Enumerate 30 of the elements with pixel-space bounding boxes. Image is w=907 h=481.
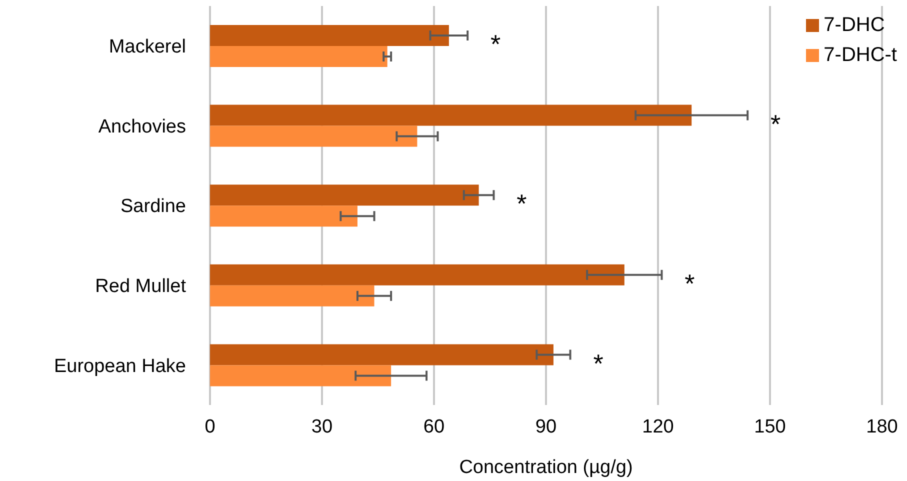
legend-label: 7-DHC-t bbox=[824, 43, 897, 68]
annotation: * bbox=[770, 108, 781, 139]
y-tick-label: European Hake bbox=[54, 356, 186, 377]
bar bbox=[210, 46, 388, 67]
bar bbox=[210, 126, 418, 147]
x-tick-label: 60 bbox=[423, 416, 445, 438]
bar bbox=[210, 184, 479, 206]
bar bbox=[210, 264, 624, 286]
annotation: * bbox=[684, 268, 695, 299]
y-tick-label: Red Mullet bbox=[95, 276, 187, 298]
x-tick-label: 180 bbox=[866, 416, 898, 438]
x-tick-label: 0 bbox=[204, 416, 216, 438]
annotation: * bbox=[516, 188, 527, 219]
x-axis-title: Concentration (µg/g) bbox=[459, 457, 633, 478]
bar bbox=[210, 365, 392, 386]
bar bbox=[210, 206, 358, 227]
x-tick-label: 90 bbox=[535, 416, 557, 438]
y-tick-label: Mackerel bbox=[108, 36, 186, 58]
x-tick-label: 30 bbox=[311, 416, 333, 438]
x-tick-label: 150 bbox=[754, 416, 786, 438]
annotation: * bbox=[593, 348, 604, 378]
bar bbox=[210, 285, 374, 306]
y-tick-label: Sardine bbox=[120, 196, 186, 218]
x-tick-label: 120 bbox=[642, 416, 674, 438]
legend-label: 7-DHC bbox=[824, 13, 885, 38]
y-tick-label: Anchovies bbox=[98, 116, 186, 138]
bar bbox=[210, 25, 449, 46]
bar bbox=[210, 344, 554, 366]
bar bbox=[210, 104, 692, 126]
annotation: * bbox=[490, 29, 501, 60]
